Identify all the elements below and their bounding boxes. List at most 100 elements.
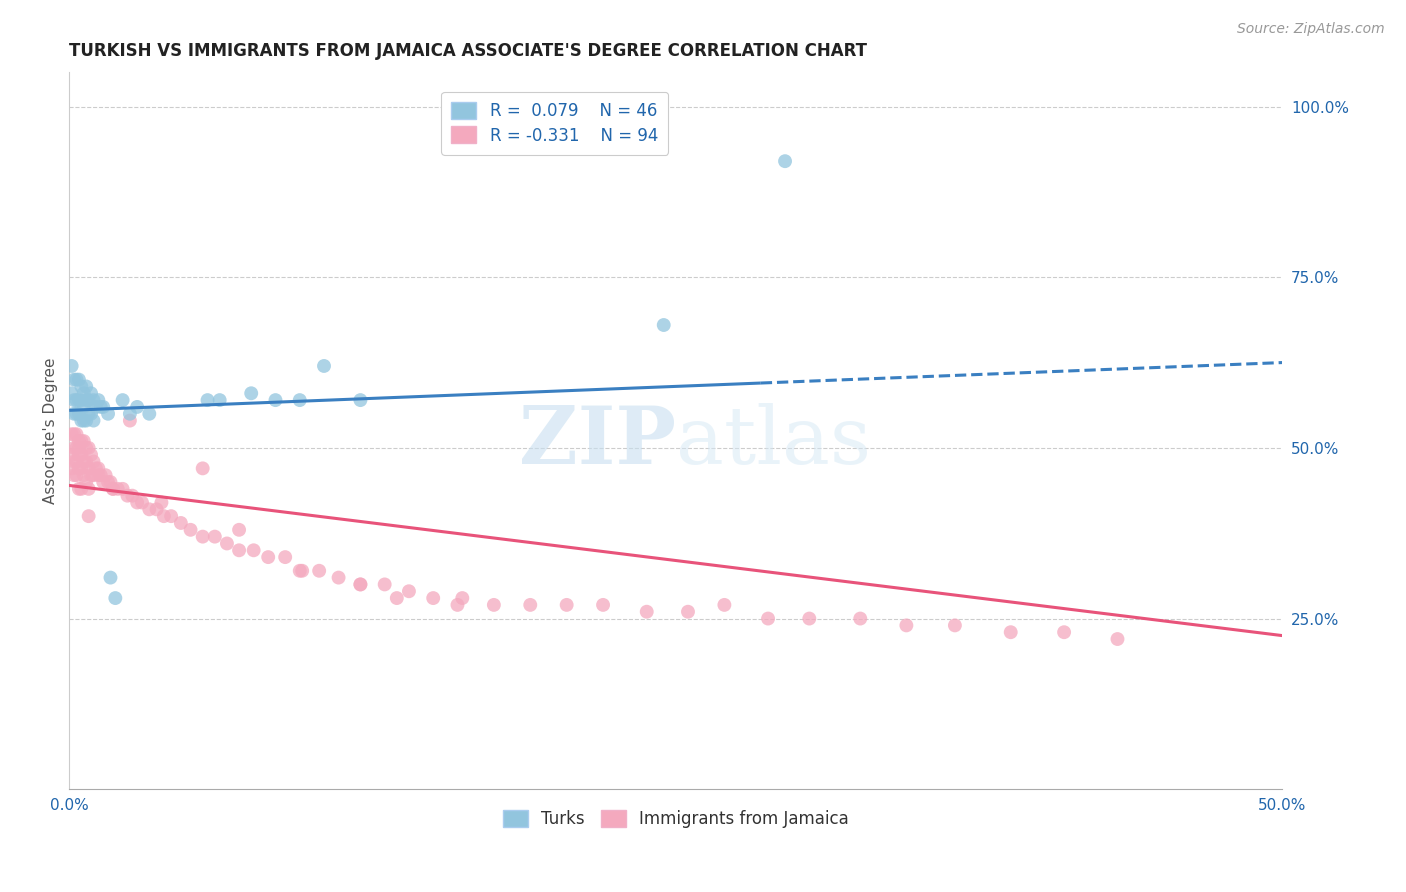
Point [60, 427, 83, 442]
Point [91, 400, 114, 414]
Point [228, 543, 250, 558]
Point [77, 393, 100, 408]
Point [592, 598, 614, 612]
Point [67, 434, 90, 448]
Point [555, 598, 578, 612]
Point [308, 564, 330, 578]
Point [288, 564, 311, 578]
Point [73, 400, 96, 414]
Point [312, 359, 335, 373]
Text: ZIP: ZIP [519, 402, 676, 481]
Point [652, 318, 675, 332]
Legend: Turks, Immigrants from Jamaica: Turks, Immigrants from Jamaica [496, 803, 856, 835]
Point [65, 454, 87, 468]
Point [67, 393, 90, 408]
Point [121, 489, 143, 503]
Y-axis label: Associate's Degree: Associate's Degree [44, 358, 58, 504]
Point [127, 400, 149, 414]
Point [145, 502, 167, 516]
Point [84, 461, 107, 475]
Point [773, 154, 796, 169]
Point [676, 605, 699, 619]
Point [67, 407, 90, 421]
Point [107, 482, 129, 496]
Point [73, 468, 96, 483]
Point [87, 468, 110, 483]
Point [63, 454, 86, 468]
Point [63, 393, 86, 408]
Point [67, 461, 90, 475]
Point [150, 495, 173, 509]
Point [215, 536, 238, 550]
Point [75, 454, 97, 468]
Point [67, 482, 90, 496]
Point [65, 373, 87, 387]
Point [118, 414, 141, 428]
Point [80, 407, 103, 421]
Point [328, 571, 350, 585]
Point [398, 584, 420, 599]
Point [60, 461, 83, 475]
Point [242, 543, 264, 558]
Point [87, 461, 110, 475]
Point [70, 448, 93, 462]
Point [77, 482, 100, 496]
Point [138, 407, 160, 421]
Point [90, 400, 112, 414]
Point [257, 550, 280, 565]
Point [422, 591, 444, 605]
Point [60, 448, 83, 462]
Point [70, 414, 93, 428]
Point [63, 407, 86, 421]
Point [943, 618, 966, 632]
Point [170, 516, 193, 530]
Point [82, 393, 104, 408]
Point [87, 393, 110, 408]
Point [82, 468, 104, 483]
Point [160, 509, 183, 524]
Point [519, 598, 541, 612]
Point [94, 468, 117, 483]
Point [274, 550, 297, 565]
Point [1107, 632, 1129, 646]
Point [446, 598, 468, 612]
Point [65, 393, 87, 408]
Point [799, 611, 821, 625]
Point [70, 434, 93, 448]
Point [117, 489, 139, 503]
Point [101, 482, 124, 496]
Point [82, 454, 104, 468]
Point [191, 461, 214, 475]
Point [67, 373, 90, 387]
Point [451, 591, 474, 605]
Point [138, 502, 160, 516]
Point [291, 564, 314, 578]
Point [264, 393, 287, 408]
Point [385, 591, 408, 605]
Point [63, 441, 86, 455]
Point [75, 393, 97, 408]
Point [228, 523, 250, 537]
Point [73, 414, 96, 428]
Point [75, 414, 97, 428]
Point [70, 482, 93, 496]
Point [896, 618, 918, 632]
Point [80, 468, 103, 483]
Point [90, 468, 112, 483]
Point [80, 448, 103, 462]
Point [100, 571, 122, 585]
Point [75, 475, 97, 489]
Point [197, 393, 219, 408]
Point [73, 434, 96, 448]
Point [204, 530, 226, 544]
Point [482, 598, 505, 612]
Point [191, 530, 214, 544]
Point [60, 359, 83, 373]
Point [65, 407, 87, 421]
Point [77, 509, 100, 524]
Text: TURKISH VS IMMIGRANTS FROM JAMAICA ASSOCIATE'S DEGREE CORRELATION CHART: TURKISH VS IMMIGRANTS FROM JAMAICA ASSOC… [69, 42, 868, 60]
Point [65, 441, 87, 455]
Point [63, 427, 86, 442]
Point [73, 454, 96, 468]
Point [91, 475, 114, 489]
